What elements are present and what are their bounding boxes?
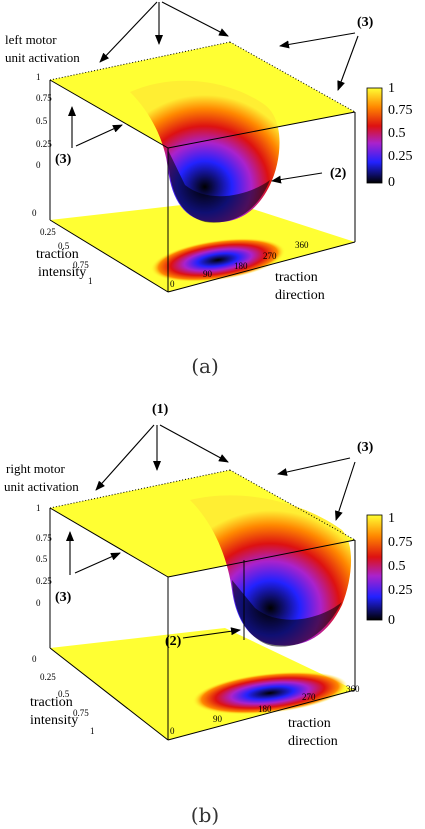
- y-tick-label: 1: [88, 276, 93, 286]
- x-axis-label: traction: [275, 270, 318, 285]
- well-shadow: [168, 150, 270, 223]
- annotation-label: (3): [55, 590, 72, 605]
- colorbar-tick-label: 0: [388, 613, 395, 628]
- well-shadow: [232, 580, 342, 647]
- well-surface: [130, 80, 280, 223]
- colorbar-tick-label: 1: [388, 81, 395, 96]
- y-tick-label: 0: [32, 654, 37, 664]
- z-tick-label: 0.75: [36, 93, 52, 103]
- y-axis-label: intensity: [38, 265, 86, 280]
- z-axis-label: left motor: [5, 32, 57, 47]
- y-tick-label: 1: [90, 726, 95, 736]
- z-tick-label: 1: [36, 72, 41, 82]
- z-tick-label: 0.25: [36, 139, 52, 149]
- floor-plane: [50, 628, 355, 740]
- x-axis-label: direction: [275, 288, 325, 303]
- annotation-arrows: [66, 424, 356, 639]
- z-axis-label: unit activation: [5, 50, 80, 65]
- colorbar-tick-label: 0: [388, 175, 395, 190]
- x-tick-label: 0: [170, 726, 175, 736]
- colorbar-tick-label: 0.5: [388, 559, 406, 574]
- z-tick-label: 1: [36, 503, 41, 513]
- annotation-label: (1): [152, 402, 169, 417]
- y-tick-label: 0: [32, 208, 37, 218]
- x-tick-label: 270: [302, 692, 316, 702]
- box-frame: [49, 469, 356, 741]
- y-tick-label: 0.25: [40, 672, 56, 682]
- z-axis-label: unit activation: [4, 479, 79, 494]
- colorbar-tick-label: 0.75: [388, 535, 413, 550]
- colorbar: [366, 514, 383, 621]
- y-tick-label: 0.5: [58, 689, 70, 699]
- colorbar-tick-label: 1: [388, 511, 395, 526]
- z-tick-label: 0: [36, 598, 41, 608]
- x-tick-label: 180: [258, 704, 272, 714]
- x-tick-label: 90: [213, 714, 223, 724]
- z-tick-label: 0.25: [36, 576, 52, 586]
- annotation-label: (3): [357, 440, 374, 455]
- floor-projection: [192, 671, 348, 715]
- annotation-label: (2): [165, 634, 182, 649]
- z-tick-label: 0.75: [36, 533, 52, 543]
- y-tick-label: 0.5: [58, 241, 70, 251]
- z-tick-label: 0.5: [36, 116, 48, 126]
- colorbar-tick-label: 0.75: [388, 103, 413, 118]
- y-axis-label: traction: [36, 247, 79, 262]
- annotation-label: (3): [357, 15, 374, 30]
- annotation-label: (2): [330, 166, 347, 181]
- x-axis-label: traction: [288, 716, 331, 731]
- colorbar-tick-label: 0.25: [388, 583, 413, 598]
- x-tick-label: 360: [346, 684, 360, 694]
- x-tick-label: 270: [263, 251, 277, 261]
- colorbar-tick-label: 0.5: [388, 126, 406, 141]
- x-tick-label: 180: [234, 261, 248, 271]
- z-axis-label: right motor: [6, 461, 66, 476]
- panel-b: [49, 424, 383, 741]
- colorbar-tick-label: 0.25: [388, 149, 413, 164]
- x-tick-label: 90: [203, 269, 213, 279]
- box-frame: [49, 41, 356, 293]
- y-tick-label: 0.25: [40, 227, 56, 237]
- x-tick-label: 0: [170, 279, 175, 289]
- annotation-label: (3): [55, 152, 72, 167]
- floor-projection: [150, 238, 286, 282]
- annotation-arrows: [68, 1, 359, 184]
- x-axis-label: direction: [288, 734, 338, 749]
- y-tick-label: 0.75: [73, 260, 89, 270]
- y-axis-label: intensity: [30, 713, 78, 728]
- x-tick-label: 360: [295, 240, 309, 250]
- well-surface: [190, 495, 352, 646]
- panel-a: [49, 1, 383, 293]
- y-tick-label: 0.75: [73, 708, 89, 718]
- z-tick-label: 0: [36, 160, 41, 170]
- z-tick-label: 0.5: [36, 554, 48, 564]
- panel-caption: (a): [191, 354, 219, 378]
- colorbar: [366, 87, 383, 184]
- y-axis-label: traction: [30, 695, 73, 710]
- panel-caption: (b): [191, 803, 219, 827]
